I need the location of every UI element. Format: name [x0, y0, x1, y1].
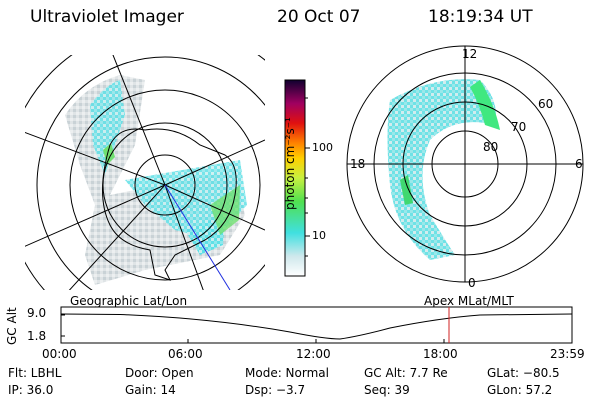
mlt-label-6: 6: [575, 157, 583, 171]
timeline-y-tick-low: 1.8: [27, 329, 47, 343]
time-label: 18:19:34 UT: [428, 7, 533, 27]
colorbar-tick-10: 10: [312, 229, 326, 242]
door-status: Door: Open: [125, 366, 194, 380]
seq-status: Seq: 39: [364, 383, 410, 397]
gain-status: Gain: 14: [125, 383, 176, 397]
colorbar-unit-label: photon cm⁻²s⁻¹: [283, 117, 297, 210]
instrument-title: Ultraviolet Imager: [30, 7, 184, 27]
filter-status: Flt: LBHL: [8, 366, 62, 380]
altitude-curve: [60, 313, 573, 340]
timeline-y-axis-label: GC Alt: [5, 307, 19, 345]
timeline-x-tick-0600: 06:00: [168, 347, 203, 361]
glon-status: GLon: 57.2: [487, 383, 553, 397]
glat-status: GLat: −80.5: [487, 366, 560, 380]
dsp-status: Dsp: −3.7: [245, 383, 306, 397]
gc-alt-status: GC Alt: 7.7 Re: [364, 366, 448, 380]
mlt-label-0: 0: [468, 276, 476, 290]
timeline-left-title: Geographic Lat/Lon: [70, 294, 188, 308]
timeline-x-tick-0000: 00:00: [42, 347, 77, 361]
timeline-y-tick-high: 9.0: [27, 306, 47, 320]
timeline-right-title: Apex MLat/MLT: [424, 294, 514, 308]
date-label: 20 Oct 07: [277, 7, 361, 27]
colorbar-tick-100: 100: [312, 141, 333, 154]
apex-polar-plot: [346, 45, 584, 283]
lat-label-60: 60: [538, 97, 554, 111]
ip-status: IP: 36.0: [8, 383, 54, 397]
mode-status: Mode: Normal: [245, 366, 329, 380]
mlt-label-12: 12: [462, 47, 478, 61]
timeline-x-tick-1800: 18:00: [423, 347, 458, 361]
timeline-x-tick-2359: 23:59: [550, 347, 585, 361]
geographic-aurora-image: [25, 55, 265, 290]
altitude-timeline-chart: [60, 306, 573, 344]
lat-label-80: 80: [483, 140, 499, 154]
colorbar: [284, 79, 310, 277]
timeline-x-tick-1200: 12:00: [296, 347, 331, 361]
lat-label-70: 70: [511, 120, 527, 134]
mlt-label-18: 18: [350, 157, 366, 171]
